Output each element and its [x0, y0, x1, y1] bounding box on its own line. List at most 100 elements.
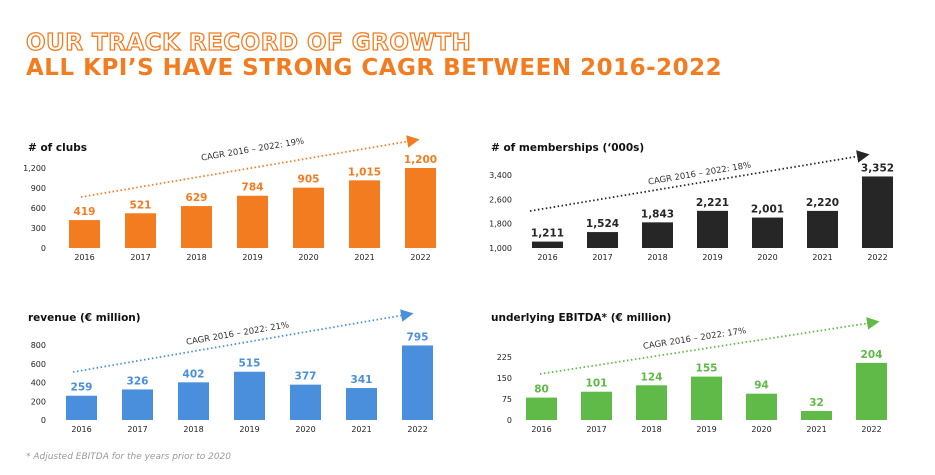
revenue-ytick-label: 800 — [31, 341, 46, 350]
ebitda-year-label: 2016 — [531, 425, 551, 434]
clubs-ytick-label: 0 — [41, 244, 46, 253]
revenue-value-label: 402 — [183, 368, 205, 380]
ebitda-bar — [636, 385, 667, 420]
ebitda-value-label: 32 — [809, 397, 824, 409]
clubs-bar — [293, 187, 324, 248]
memberships-year-label: 2017 — [592, 253, 612, 262]
memberships-ytick-label: 3,400 — [489, 171, 512, 180]
clubs-value-label: 1,015 — [348, 166, 381, 178]
ebitda-ytick-label: 225 — [497, 353, 512, 362]
clubs-bar — [125, 213, 156, 248]
memberships-cagr-arrow — [529, 150, 870, 212]
ebitda-value-label: 124 — [641, 371, 663, 383]
memberships-value-label: 2,001 — [751, 204, 784, 216]
clubs-cagr-label: CAGR 2016 – 2022: 19% — [200, 136, 304, 163]
ebitda-ytick-label: 150 — [497, 374, 512, 383]
memberships-year-label: 2021 — [812, 253, 832, 262]
clubs-value-label: 419 — [74, 206, 96, 218]
clubs-bar — [405, 168, 436, 248]
ebitda-year-label: 2017 — [586, 425, 606, 434]
clubs-year-label: 2022 — [410, 253, 430, 262]
memberships-value-label: 3,352 — [861, 162, 894, 174]
memberships-chart-title: # of memberships (‘000s) — [491, 142, 644, 154]
clubs-bar — [69, 220, 100, 248]
revenue-bar — [178, 382, 209, 420]
revenue-year-label: 2019 — [239, 425, 259, 434]
memberships-bar — [807, 210, 838, 248]
memberships-value-label: 1,211 — [531, 228, 564, 240]
ebitda-bar — [856, 362, 887, 420]
revenue-year-label: 2022 — [407, 425, 427, 434]
revenue-year-label: 2020 — [295, 425, 315, 434]
ebitda-value-label: 80 — [534, 384, 549, 396]
revenue-value-label: 515 — [239, 358, 261, 370]
revenue-year-label: 2018 — [183, 425, 203, 434]
memberships-value-label: 2,220 — [806, 197, 839, 209]
revenue-ytick-label: 400 — [31, 379, 46, 388]
clubs-year-label: 2019 — [242, 253, 262, 262]
clubs-value-label: 521 — [130, 199, 152, 211]
revenue-bar — [402, 345, 433, 420]
memberships-year-label: 2022 — [867, 253, 887, 262]
footnote: * Adjusted EBITDA for the years prior to… — [26, 452, 232, 462]
ebitda-bar — [581, 391, 612, 420]
memberships-ytick-label: 2,600 — [489, 195, 512, 204]
ebitda-bar — [746, 393, 777, 420]
revenue-cagr-label: CAGR 2016 – 2022: 21% — [185, 320, 289, 347]
revenue-value-label: 377 — [295, 371, 317, 383]
ebitda-value-label: 101 — [586, 378, 608, 390]
ebitda-year-label: 2018 — [641, 425, 661, 434]
clubs-value-label: 629 — [186, 192, 208, 204]
clubs-year-label: 2020 — [298, 253, 318, 262]
revenue-year-label: 2016 — [71, 425, 91, 434]
revenue-bar — [346, 388, 377, 420]
clubs-chart-title: # of clubs — [28, 142, 87, 154]
ebitda-bar — [691, 376, 722, 420]
ebitda-value-label: 94 — [754, 380, 769, 392]
memberships-bar — [862, 176, 893, 248]
memberships-bar — [752, 217, 783, 248]
memberships-year-label: 2018 — [647, 253, 667, 262]
clubs-value-label: 905 — [298, 174, 320, 186]
memberships-bar — [587, 232, 618, 248]
clubs-year-label: 2016 — [74, 253, 94, 262]
revenue-ytick-label: 0 — [41, 416, 46, 425]
clubs-ytick-label: 300 — [31, 224, 46, 233]
ebitda-bar — [526, 397, 557, 420]
ebitda-year-label: 2021 — [806, 425, 826, 434]
ebitda-year-label: 2020 — [751, 425, 771, 434]
clubs-year-label: 2021 — [354, 253, 374, 262]
clubs-year-label: 2017 — [130, 253, 150, 262]
ebitda-cagr-label: CAGR 2016 – 2022: 17% — [642, 326, 746, 352]
clubs-ytick-label: 900 — [31, 184, 46, 193]
revenue-year-label: 2017 — [127, 425, 147, 434]
revenue-value-label: 326 — [127, 375, 149, 387]
clubs-year-label: 2018 — [186, 253, 206, 262]
ebitda-year-label: 2022 — [861, 425, 881, 434]
page-title-line1: OUR TRACK RECORD OF GROWTH — [25, 29, 472, 56]
clubs-cagr-arrow — [80, 135, 420, 198]
revenue-chart-title: revenue (€ million) — [28, 312, 141, 324]
clubs-bar — [181, 206, 212, 248]
revenue-bar — [122, 389, 153, 420]
memberships-value-label: 2,221 — [696, 197, 729, 209]
clubs-bar — [349, 180, 380, 248]
revenue-cagr-arrow — [72, 309, 414, 373]
memberships-cagr-label: CAGR 2016 – 2022: 18% — [647, 160, 751, 187]
ebitda-value-label: 155 — [696, 363, 718, 375]
memberships-year-label: 2020 — [757, 253, 777, 262]
page-title-line2: ALL KPI’S HAVE STRONG CAGR BETWEEN 2016-… — [26, 55, 723, 81]
clubs-ytick-label: 1,200 — [23, 164, 46, 173]
memberships-bar — [532, 241, 563, 248]
ebitda-bar — [801, 411, 832, 420]
ebitda-ytick-label: 0 — [507, 416, 512, 425]
memberships-year-label: 2019 — [702, 253, 722, 262]
revenue-bar — [234, 371, 265, 420]
ebitda-ytick-label: 75 — [502, 395, 512, 404]
memberships-bar — [642, 222, 673, 248]
ebitda-value-label: 204 — [861, 349, 883, 361]
ebitda-year-label: 2019 — [696, 425, 716, 434]
memberships-year-label: 2016 — [537, 253, 557, 262]
revenue-ytick-label: 200 — [31, 397, 46, 406]
revenue-bar — [66, 395, 97, 420]
